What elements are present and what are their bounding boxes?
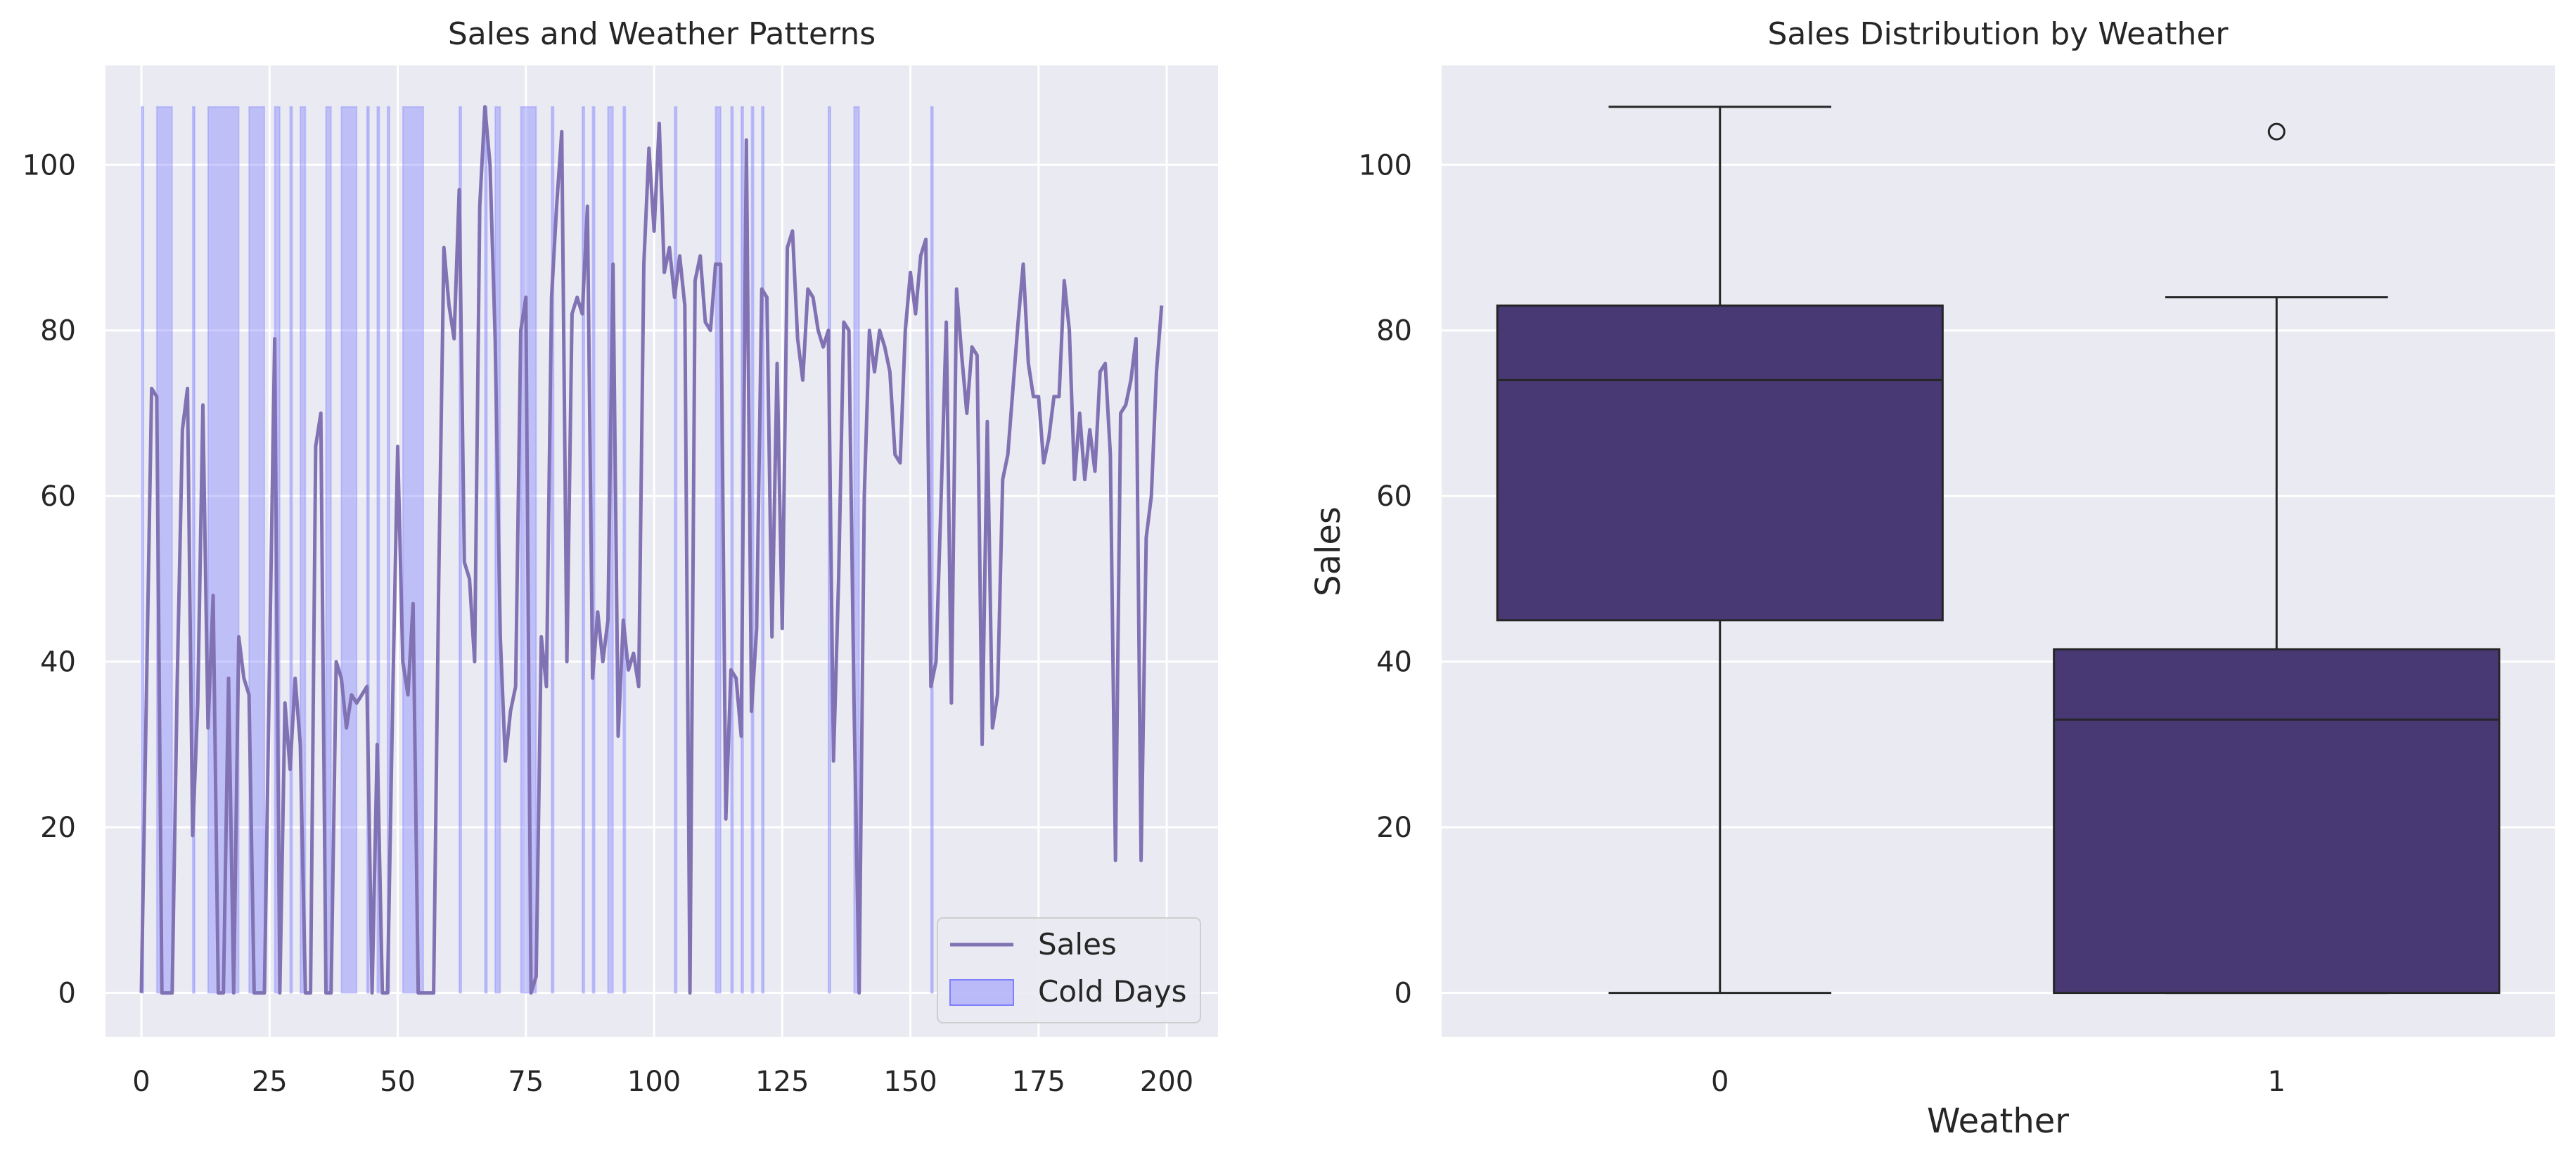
y-tick-label: 20 [1376, 812, 1412, 844]
y-tick-label: 0 [1395, 978, 1412, 1010]
sales-series-line [139, 105, 1164, 995]
cold-day-band [582, 106, 585, 994]
x-tick-label: 0 [1711, 1066, 1729, 1098]
cold-day-band [551, 106, 555, 994]
y-tick-label: 60 [40, 480, 76, 513]
boxes [1496, 106, 2501, 995]
x-tick-label: 125 [755, 1066, 809, 1098]
cold-day-band [930, 106, 934, 994]
iqr-box [1496, 304, 1944, 622]
y-tick-label: 80 [40, 315, 76, 347]
cold-day-band [191, 106, 196, 994]
y-tick-label: 100 [23, 149, 76, 181]
cold-day-band [402, 106, 424, 994]
legend-label-cold-days: Cold Days [1038, 974, 1187, 1009]
cold-day-band [459, 106, 463, 994]
x-tick-label: 75 [508, 1066, 544, 1098]
chart-title: Sales Distribution by Weather [1768, 16, 2229, 52]
sales-line [139, 105, 1164, 995]
cold-day-band [325, 106, 332, 994]
legend-swatch-cold-days [949, 979, 1014, 1006]
cold-day-band [484, 106, 488, 994]
cold-day-band [853, 106, 860, 994]
y-tick-label: 0 [58, 978, 76, 1010]
cold-day-band [715, 106, 722, 994]
legend: Sales Cold Days [937, 917, 1201, 1023]
y-tick-labels: 0 20 40 60 80 100 [23, 149, 76, 1009]
cold-day-band [366, 106, 370, 994]
outlier-point [2267, 122, 2286, 141]
x-tick-label: 1 [2268, 1066, 2286, 1098]
chart-title: Sales and Weather Patterns [448, 16, 876, 52]
cold-day-band [622, 106, 627, 994]
cold-day-band [289, 106, 293, 994]
legend-label-sales: Sales [1038, 927, 1117, 962]
cold-day-band [300, 106, 307, 994]
x-tick-label: 150 [883, 1066, 937, 1098]
iqr-box [2053, 648, 2501, 995]
cold-day-band [674, 106, 678, 994]
y-axis-label: Sales [1309, 506, 1348, 596]
y-tick-label: 100 [1359, 149, 1412, 181]
cold-day-band [207, 106, 240, 994]
y-tick-label: 40 [40, 646, 76, 679]
x-tick-label: 100 [627, 1066, 681, 1098]
x-tick-label: 0 [132, 1066, 150, 1098]
x-tick-label: 175 [1012, 1066, 1065, 1098]
cold-day-band [730, 106, 734, 994]
y-tick-label: 40 [1376, 646, 1412, 679]
x-axis-label: Weather [1927, 1102, 2069, 1141]
cold-day-band [761, 106, 765, 994]
y-tick-label: 20 [40, 812, 76, 844]
cold-days-shading [141, 106, 934, 994]
x-tick-label: 25 [252, 1066, 288, 1098]
cold-day-band [340, 106, 358, 994]
cold-day-band [376, 106, 380, 994]
x-tick-label: 50 [380, 1066, 416, 1098]
y-tick-labels: 0 20 40 60 80 100 [1359, 149, 1412, 1009]
y-tick-label: 80 [1376, 315, 1412, 347]
x-tick-labels: 0 25 50 75 100 125 150 175 200 [132, 1066, 1193, 1098]
line-chart-panel: 0 25 50 75 100 125 150 175 200 0 20 40 60 80 100 Sale… [23, 16, 1218, 1098]
y-tick-label: 60 [1376, 480, 1412, 513]
x-tick-label: 200 [1140, 1066, 1193, 1098]
